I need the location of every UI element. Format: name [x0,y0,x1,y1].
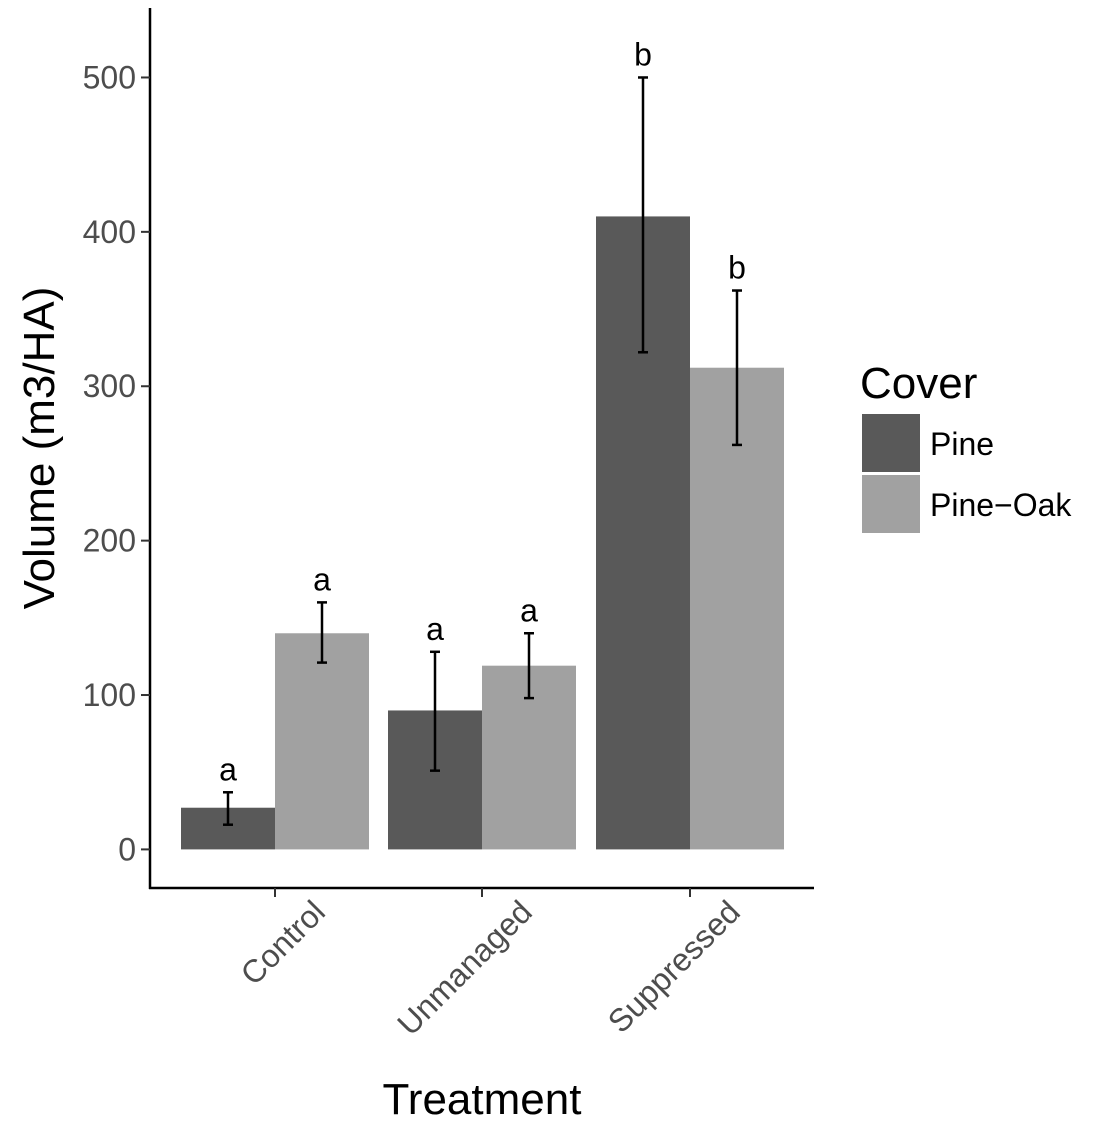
y-tick-label: 200 [83,523,136,559]
significance-label: b [728,250,746,286]
legend-entries: Pine Pine−Oak [862,414,1072,533]
x-tick-label-suppressed: Suppressed [601,893,747,1039]
bars-layer [181,216,784,850]
legend-key-pine-oak [862,475,920,533]
legend: Cover Pine Pine−Oak [860,359,1072,533]
x-ticks-layer: Control Unmanaged Suppressed [234,888,747,1042]
x-axis-title: Treatment [383,1075,582,1122]
significance-label: a [219,751,237,787]
significance-label: a [313,561,331,597]
bar-control-pine-oak [275,633,369,850]
error-bar [638,76,648,354]
significance-label: a [426,611,444,647]
y-axis-title: Volume (m3/HA) [15,287,64,610]
legend-label-pine: Pine [930,426,994,462]
error-bar [317,601,327,664]
legend-label-pine-oak: Pine−Oak [930,487,1072,523]
x-tick-label-unmanaged: Unmanaged [390,893,539,1042]
legend-key-pine [862,414,920,472]
y-tick-label: 0 [118,831,136,867]
error-bar [430,650,440,772]
y-tick-label: 400 [83,214,136,250]
significance-labels-layer: a a b a a b [219,36,746,787]
bar-suppressed-pine-oak [690,367,784,850]
significance-label: a [520,592,538,628]
y-ticks-layer: 0 100 200 300 400 500 [83,59,150,867]
error-bars-layer [223,76,742,826]
error-bar [732,289,742,447]
y-tick-label: 500 [83,59,136,95]
y-tick-label: 100 [83,677,136,713]
legend-title: Cover [860,359,977,408]
significance-label: b [634,36,652,72]
error-bar [524,632,534,700]
x-tick-label-control: Control [234,893,332,991]
error-bar [223,791,233,826]
y-tick-label: 300 [83,368,136,404]
